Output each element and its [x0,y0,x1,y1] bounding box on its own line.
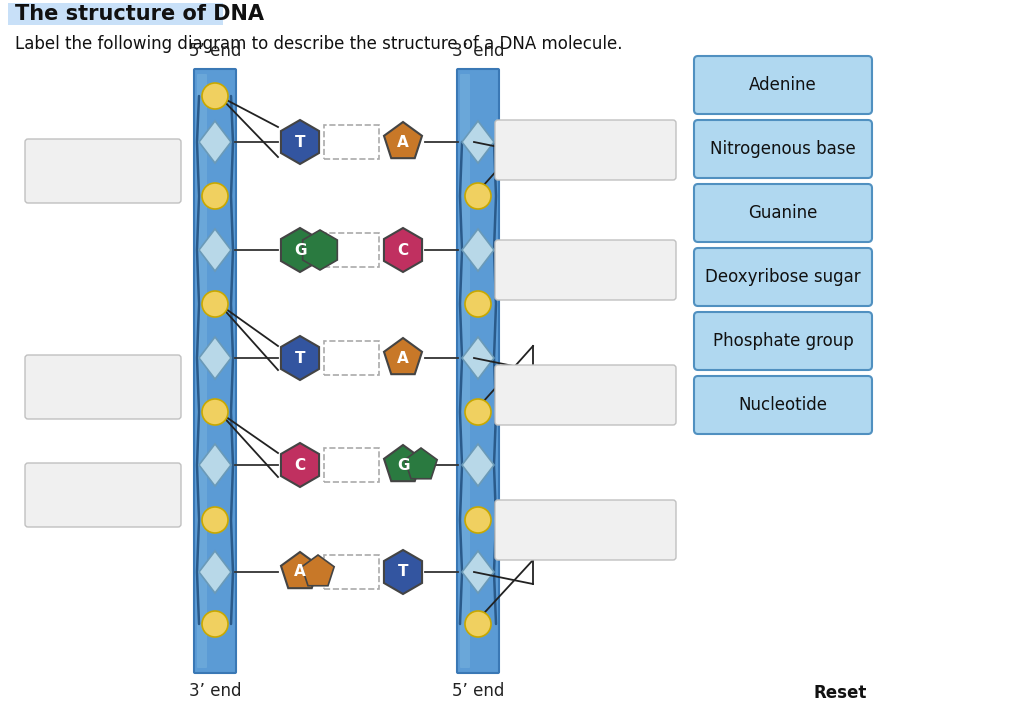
FancyBboxPatch shape [694,120,872,178]
FancyBboxPatch shape [460,74,470,668]
Text: A: A [294,564,306,580]
Polygon shape [404,448,437,479]
Polygon shape [303,230,337,270]
Text: Label the following diagram to describe the structure of a DNA molecule.: Label the following diagram to describe … [15,35,623,53]
Polygon shape [384,122,422,158]
Text: Guanine: Guanine [749,204,818,222]
Text: A: A [397,135,409,150]
Polygon shape [199,229,231,271]
Text: T: T [295,351,305,366]
Text: Phosphate group: Phosphate group [713,332,853,350]
Polygon shape [384,338,422,374]
Text: Deoxyribose sugar: Deoxyribose sugar [706,268,861,286]
Text: Adenine: Adenine [750,76,817,94]
Text: T: T [397,564,409,580]
FancyBboxPatch shape [694,184,872,242]
FancyBboxPatch shape [694,376,872,434]
FancyBboxPatch shape [25,463,181,527]
Polygon shape [281,336,319,380]
Text: 5’ end: 5’ end [188,42,242,60]
Text: Nitrogenous base: Nitrogenous base [710,140,856,158]
Bar [324,233,379,267]
Text: T: T [295,135,305,150]
Circle shape [465,183,490,209]
Circle shape [202,399,228,425]
FancyBboxPatch shape [495,365,676,425]
FancyBboxPatch shape [495,120,676,180]
Bar [324,341,379,375]
Polygon shape [199,121,231,163]
Polygon shape [462,444,494,486]
Polygon shape [384,445,422,481]
Polygon shape [281,228,319,272]
Polygon shape [302,555,334,586]
Polygon shape [384,550,422,594]
Polygon shape [384,228,422,272]
Polygon shape [281,120,319,164]
Circle shape [465,611,490,637]
Circle shape [202,183,228,209]
FancyBboxPatch shape [495,240,676,300]
Polygon shape [462,121,494,163]
Text: 3’ end: 3’ end [188,682,242,700]
Bar [324,448,379,482]
FancyBboxPatch shape [694,312,872,370]
FancyBboxPatch shape [457,69,499,673]
Bar [324,555,379,589]
Polygon shape [281,443,319,487]
Circle shape [465,507,490,533]
Polygon shape [462,337,494,379]
Circle shape [465,291,490,317]
FancyBboxPatch shape [25,355,181,419]
Polygon shape [199,551,231,593]
Text: The structure of DNA: The structure of DNA [15,4,264,24]
Text: 3’ end: 3’ end [452,42,504,60]
FancyBboxPatch shape [694,248,872,306]
Text: C: C [397,243,409,258]
Polygon shape [462,229,494,271]
Bar [324,125,379,159]
Text: 5’ end: 5’ end [452,682,504,700]
Circle shape [202,291,228,317]
Text: Reset: Reset [813,684,866,702]
Text: G: G [396,457,410,472]
Text: A: A [397,351,409,366]
FancyBboxPatch shape [694,56,872,114]
FancyBboxPatch shape [495,500,676,560]
Circle shape [202,611,228,637]
Text: G: G [294,243,306,258]
Polygon shape [199,444,231,486]
Polygon shape [281,552,319,588]
Circle shape [202,507,228,533]
FancyBboxPatch shape [8,3,223,25]
Circle shape [465,399,490,425]
Text: C: C [295,457,305,472]
Circle shape [202,83,228,109]
FancyBboxPatch shape [25,139,181,203]
Text: Nucleotide: Nucleotide [738,396,827,414]
FancyBboxPatch shape [197,74,207,668]
FancyBboxPatch shape [194,69,236,673]
Polygon shape [462,551,494,593]
Polygon shape [199,337,231,379]
